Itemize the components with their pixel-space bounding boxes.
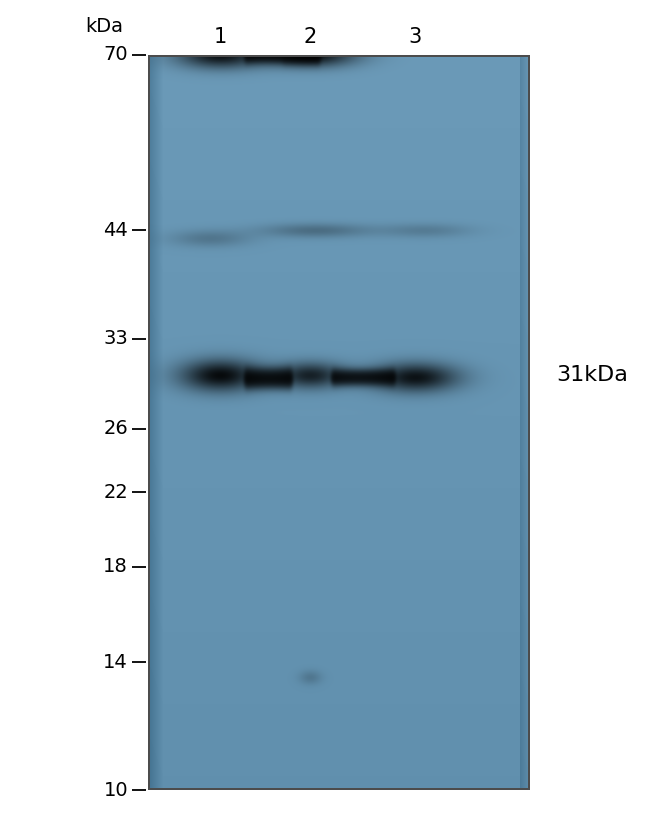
Text: 2: 2 xyxy=(304,27,317,47)
Text: 31kDa: 31kDa xyxy=(556,365,628,385)
Text: 44: 44 xyxy=(103,221,128,239)
Text: 22: 22 xyxy=(103,482,128,502)
Text: 1: 1 xyxy=(213,27,227,47)
Text: kDa: kDa xyxy=(85,18,123,37)
Text: 3: 3 xyxy=(408,27,422,47)
Text: 18: 18 xyxy=(103,557,128,576)
Text: 33: 33 xyxy=(103,330,128,348)
Text: 14: 14 xyxy=(103,653,128,671)
Text: 10: 10 xyxy=(103,780,128,800)
Text: 70: 70 xyxy=(103,45,128,65)
Text: 26: 26 xyxy=(103,420,128,439)
